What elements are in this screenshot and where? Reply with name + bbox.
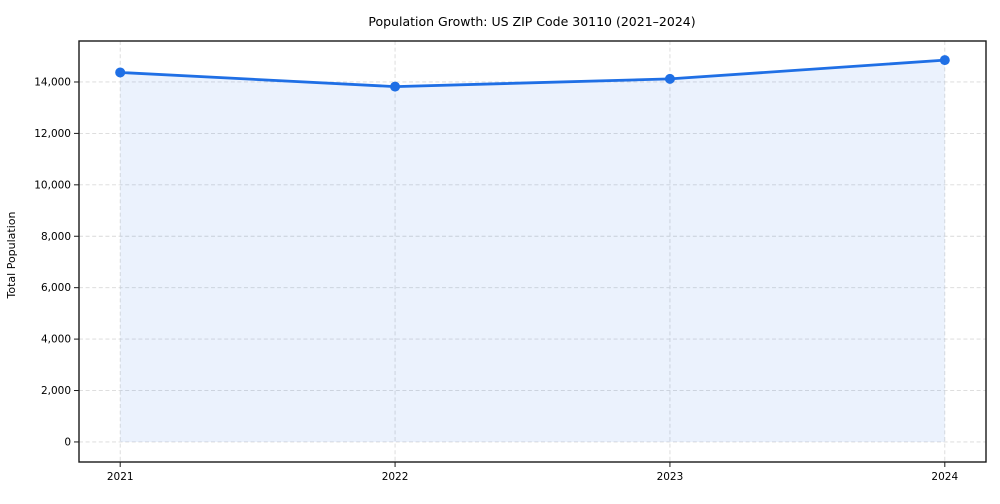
- gridlines: [79, 41, 986, 462]
- x-tick-label: 2024: [931, 471, 958, 483]
- y-tick-labels: 0 2,000 4,000 6,000 8,000 10,000 12,000 14,000: [34, 76, 71, 448]
- data-point-marker: [115, 67, 126, 78]
- plot-frame: [78, 40, 987, 463]
- x-tick-label: 2022: [382, 471, 409, 483]
- y-tick-label: 8,000: [41, 231, 71, 243]
- y-tick-label: 6,000: [41, 282, 71, 294]
- area-fill: [120, 60, 945, 442]
- data-point-marker: [939, 55, 950, 66]
- y-tick-label: 2,000: [41, 385, 71, 397]
- y-tick-label: 12,000: [34, 128, 71, 140]
- y-axis-label: Total Population: [5, 211, 18, 299]
- data-point-markers: [115, 55, 950, 92]
- data-point-marker: [664, 73, 675, 84]
- line-series: [118, 58, 947, 89]
- y-tick-label: 0: [64, 436, 71, 448]
- chart-title: Population Growth: US ZIP Code 30110 (20…: [368, 14, 695, 29]
- axis-ticks: [74, 81, 946, 467]
- x-tick-label: 2023: [657, 471, 684, 483]
- y-tick-label: 10,000: [34, 179, 71, 191]
- y-tick-label: 14,000: [34, 76, 71, 88]
- x-tick-label: 2021: [107, 471, 134, 483]
- y-tick-label: 4,000: [41, 334, 71, 346]
- data-point-marker: [390, 81, 401, 92]
- x-tick-labels: 2021 2022 2023 2024: [107, 471, 959, 483]
